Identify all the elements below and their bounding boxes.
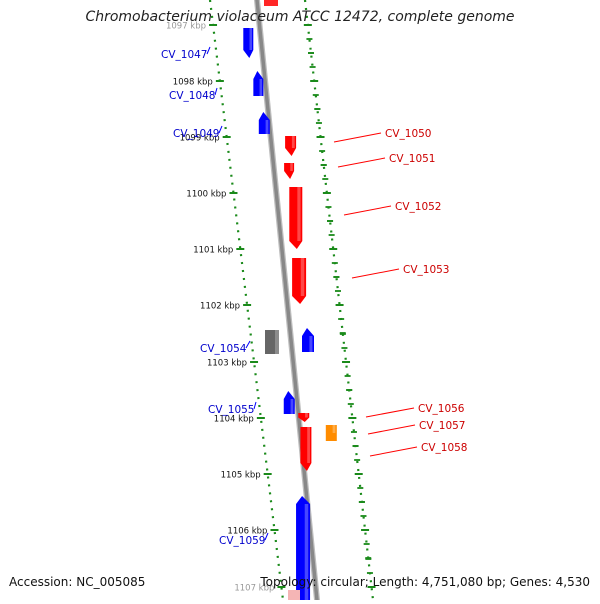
gene-body [296,496,311,604]
gene-body [258,112,270,134]
gene-leader-line [369,446,418,457]
kbp-tick-label: 1105 kbp [221,471,261,481]
kbp-tick-label: 1101 kbp [193,246,233,256]
gene-cv-1050 [285,136,297,156]
kbp-tick-label: 1098 kbp [173,78,213,88]
gene-cv-1052 [289,187,303,249]
gene-label: CV_1049 [173,128,220,140]
kbp-tick-label: 1099 kbp [180,134,220,144]
gene-cv-1054 [302,328,314,352]
gene-leader-line [367,424,416,435]
partial-gene-bottom [288,590,300,602]
gene-label: CV_1054 [200,343,247,355]
accession-label: Accession: NC_005085 [9,575,146,589]
gene-leader-line [206,46,211,55]
gene-cv-1051 [284,163,295,179]
kbp-tick-label: 1097 kbp [166,22,206,32]
gene-highlight [332,425,336,433]
kbp-tick-label: 1103 kbp [207,359,247,369]
gene-highlight [290,163,293,171]
kbp-tick-label: 1104 kbp [214,415,254,425]
gene-body [284,163,295,179]
map-title: Chromobacterium violaceum ATCC 12472, co… [85,9,515,25]
gene-body [325,425,337,441]
pseudo-feature-highlight [275,330,279,354]
gene-highlight [291,136,295,148]
gene-highlight [304,504,309,604]
gene-leader-line [214,87,218,96]
gene-label: CV_1053 [403,264,450,276]
gene-body [300,427,312,471]
gene-leader-line [333,132,382,143]
gene-body [285,136,297,156]
gene-cv-1053 [292,258,307,304]
kbp-tick-label: 1100 kbp [186,190,226,200]
gene-highlight [300,258,305,296]
gene-label: CV_1057 [419,420,466,432]
gene-body [298,413,310,422]
gene-label: CV_1052 [395,201,442,213]
gene-cv-1058 [300,427,312,471]
right-dotted-ring [303,0,375,601]
gene-cv-1049 [258,112,270,134]
gene-cv-1048 [253,71,264,96]
gene-body [253,71,264,96]
kbp-tick-label: 1102 kbp [200,302,240,312]
partial-gene-top [264,0,278,6]
gene-cv-1059 [296,496,311,604]
gene-body [283,391,295,414]
gene-body [243,28,254,58]
gene-label: CV_1059 [219,535,266,547]
gene-leader-line [264,532,269,541]
gene-highlight [265,120,269,134]
gene-cv-1056 [298,413,310,422]
gene-highlight [305,413,308,418]
gene-body [292,258,307,304]
gene-leader-line [218,125,223,134]
gene-label: CV_1048 [169,90,216,102]
gene-cv-1057 [325,425,337,441]
gene-cv-1055 [283,391,295,414]
gene-leader-line [245,340,251,349]
pseudo-feature [265,330,279,354]
genome-stats-label: Topology: circular; Length: 4,751,080 bp… [260,575,590,589]
kbp-tick-label: 1106 kbp [227,527,267,537]
gene-highlight [297,187,301,241]
gene-cv-1047 [243,28,254,58]
gene-highlight [249,28,252,50]
gene-body [289,187,303,249]
gene-label: CV_1051 [389,153,436,165]
gene-label: CV_1055 [208,404,255,416]
gene-leader-line [253,401,257,410]
gene-leader-line [365,407,415,418]
gene-label: CV_1058 [421,442,468,454]
gene-leader-line [351,268,400,279]
gene-body [302,328,314,352]
gene-highlight [309,336,313,352]
gene-label: CV_1056 [418,403,465,415]
left-dotted-ring [208,0,285,601]
gene-leader-line [343,205,392,216]
kbp-tick-label: 1107 kbp [234,584,274,594]
gene-highlight [290,399,294,414]
gene-label: CV_1047 [161,49,208,61]
gene-highlight [259,79,263,96]
gene-highlight [307,427,310,463]
gene-label: CV_1050 [385,128,432,140]
gene-leader-line [337,157,386,168]
